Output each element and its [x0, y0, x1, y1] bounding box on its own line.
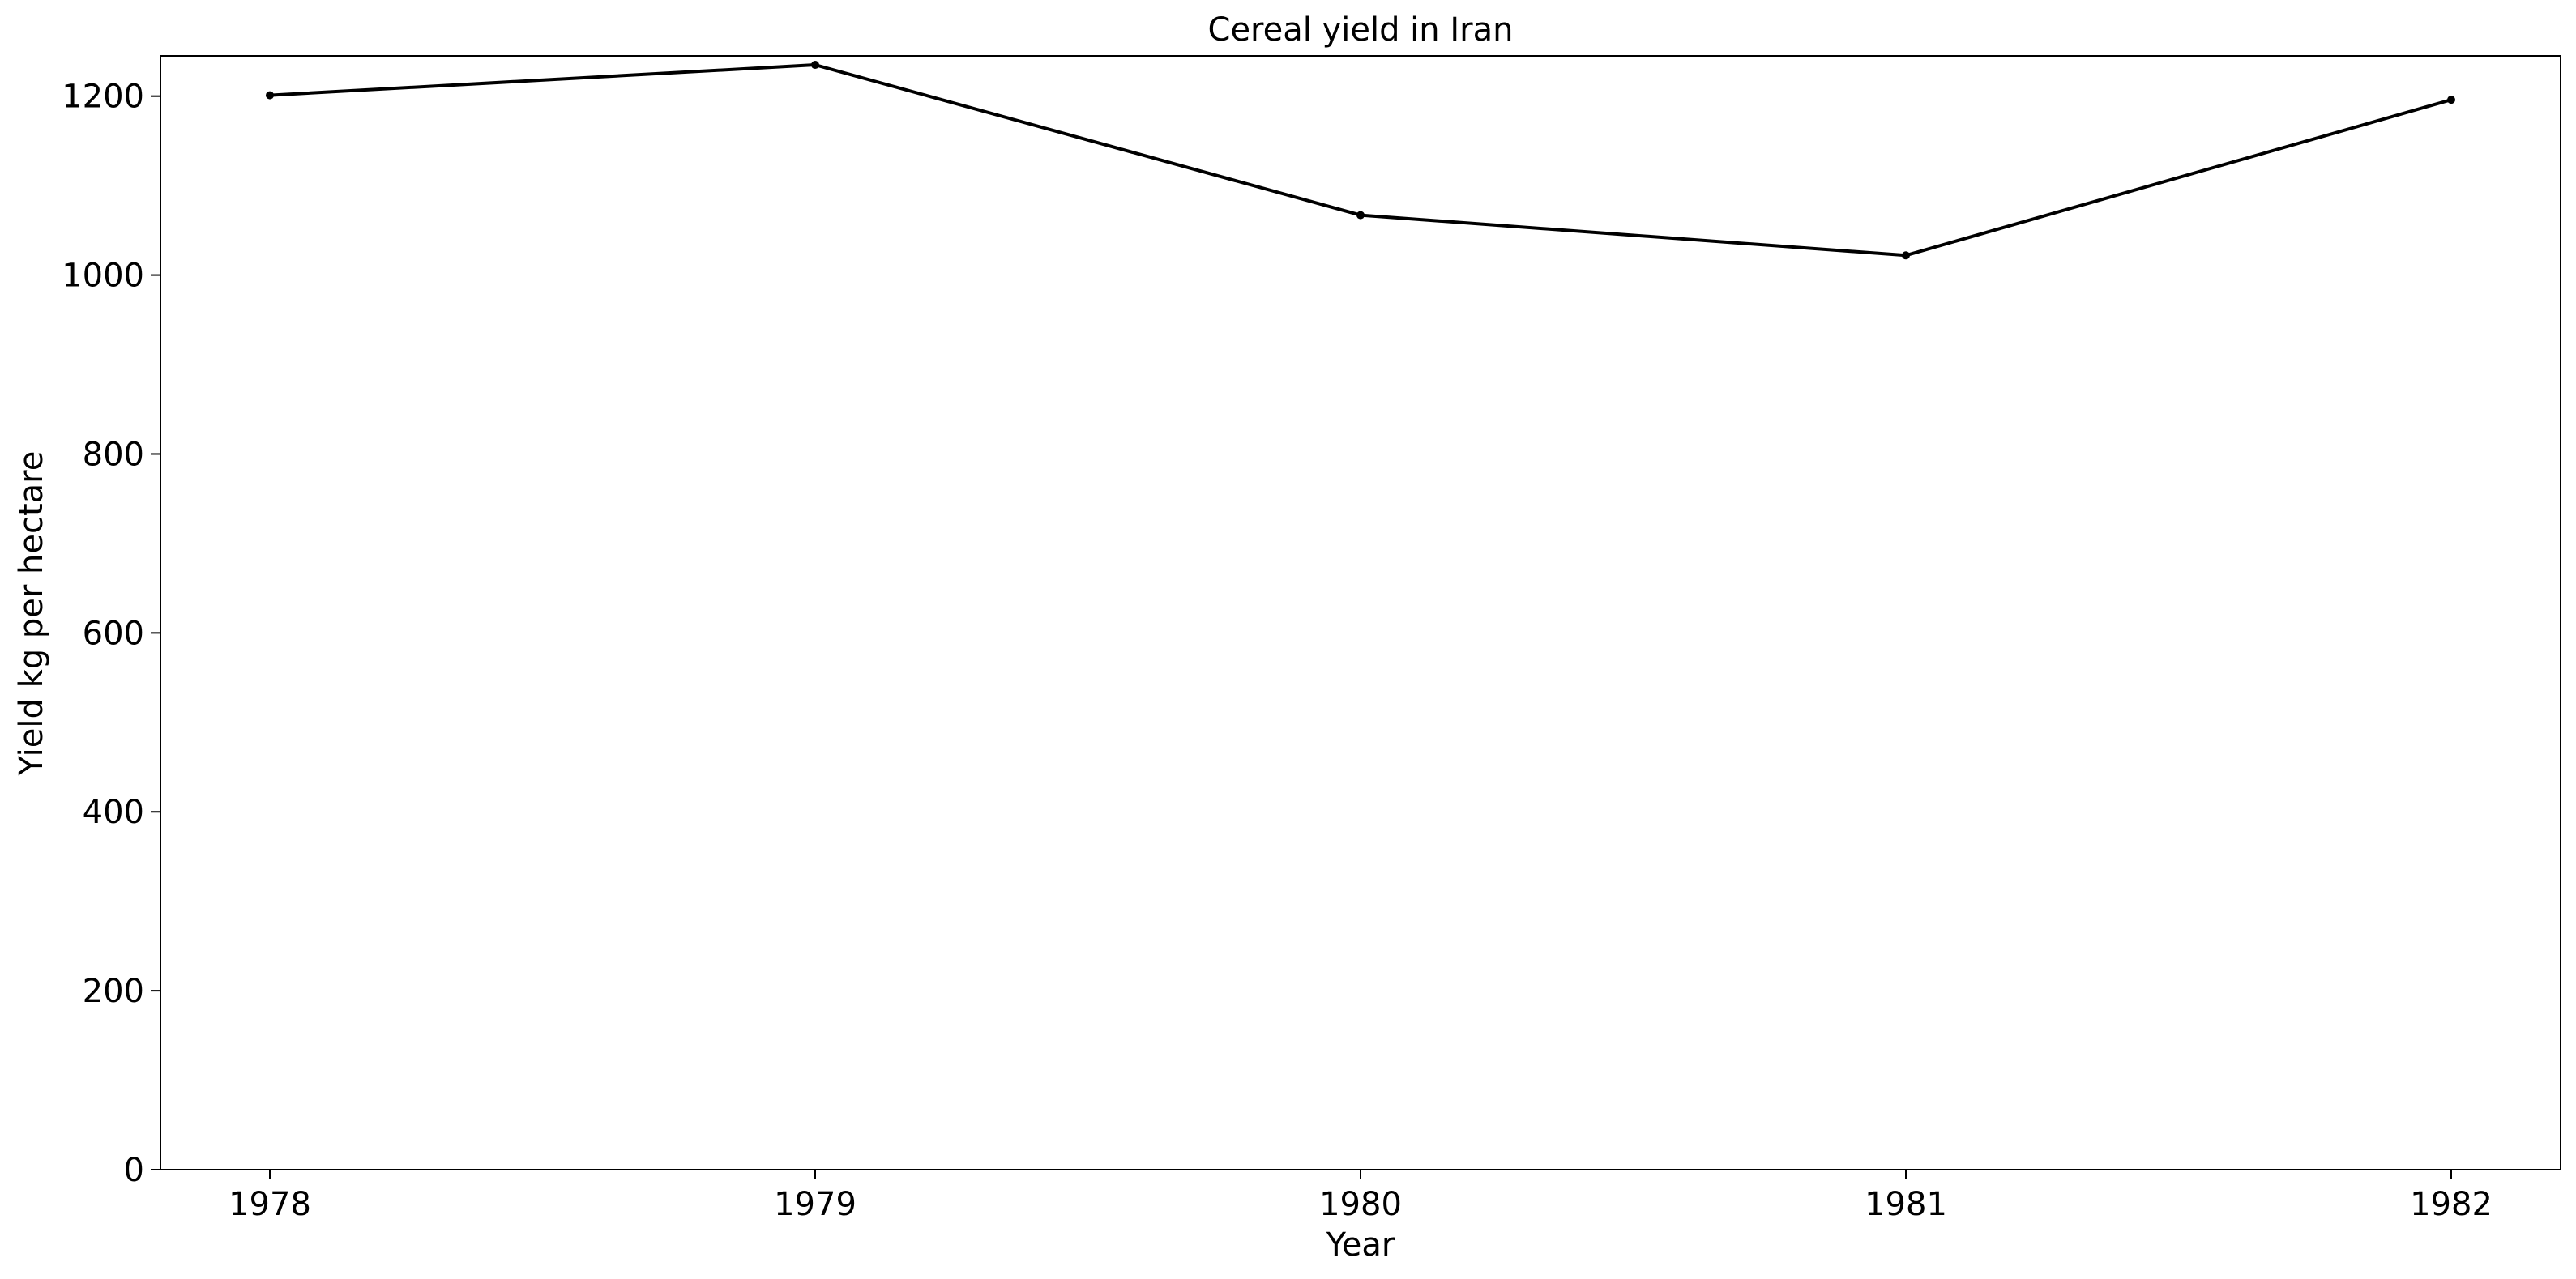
data-point-1978	[266, 91, 274, 100]
chart-title: Cereal yield in Iran	[1208, 11, 1514, 49]
y-tick-label: 1000	[62, 258, 144, 295]
data-point-1981	[1902, 251, 1910, 260]
x-tick-label: 1982	[2410, 1186, 2493, 1223]
plot-area-frame	[160, 55, 2561, 1170]
y-axis: 0 200 400 600 800 1000 1200	[62, 79, 160, 1189]
x-tick-label: 1981	[1865, 1186, 1947, 1223]
y-tick-label: 800	[83, 436, 144, 473]
data-point-1982	[2447, 96, 2455, 104]
data-point-1979	[811, 61, 819, 70]
data-points	[266, 61, 2455, 260]
y-tick-label: 400	[83, 794, 144, 831]
x-tick-label: 1978	[229, 1186, 311, 1223]
y-axis-label: Yield kg per hectare	[13, 451, 50, 777]
y-tick-label: 200	[83, 973, 144, 1010]
y-tick-label: 0	[124, 1152, 144, 1189]
x-axis: 1978 1979 1980 1981 1982	[229, 1170, 2493, 1223]
y-tick-label: 1200	[62, 79, 144, 116]
x-tick-label: 1979	[774, 1186, 857, 1223]
x-axis-label: Year	[1326, 1226, 1395, 1264]
y-tick-label: 600	[83, 615, 144, 652]
x-tick-label: 1980	[1319, 1186, 1402, 1223]
data-point-1980	[1356, 211, 1365, 220]
